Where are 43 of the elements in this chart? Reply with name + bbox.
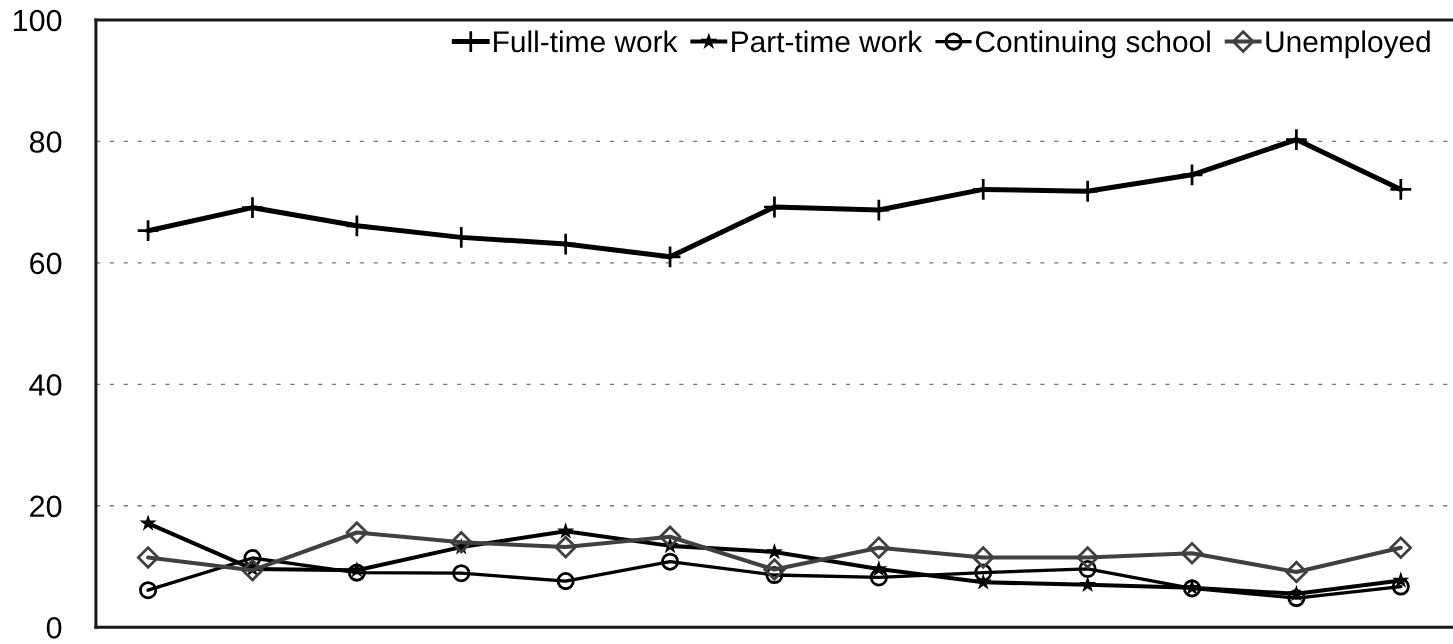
point: [1079, 575, 1097, 593]
point: [659, 246, 681, 268]
y-tick-label: 60: [30, 252, 62, 275]
point: [556, 572, 575, 591]
y-tick-label: 0: [46, 616, 62, 639]
point: [1287, 589, 1306, 608]
point: [139, 514, 157, 531]
point: [1391, 577, 1410, 596]
point: [763, 558, 786, 581]
point: [972, 546, 995, 569]
point: [661, 552, 680, 571]
point: [658, 525, 682, 548]
y-tick-label: 100: [13, 9, 62, 32]
point: [139, 581, 158, 600]
point: [347, 563, 366, 582]
point: [765, 542, 784, 560]
point: [346, 215, 368, 237]
point: [1390, 178, 1412, 200]
legend-label: Full-time work: [494, 30, 678, 53]
point: [452, 564, 471, 583]
point: [241, 558, 264, 582]
point: [1285, 129, 1307, 151]
point: [1076, 546, 1099, 569]
point: [1285, 560, 1308, 584]
legend-label: Continuing school: [975, 30, 1210, 59]
point: [867, 536, 891, 559]
point: [137, 220, 159, 242]
y-tick-label: 80: [29, 131, 62, 153]
point: [1389, 536, 1413, 559]
point: [555, 233, 577, 255]
legend-label: Unemployed: [1266, 30, 1430, 59]
point: [242, 197, 263, 219]
point: [345, 521, 369, 544]
point: [1180, 541, 1204, 565]
point: [136, 546, 160, 569]
point: [869, 568, 888, 587]
point: [557, 522, 575, 539]
y-tick-label: 40: [29, 374, 62, 396]
point: [554, 535, 577, 559]
point: [450, 531, 473, 554]
legend-label: Part-time work: [732, 30, 923, 53]
y-tick-label: 20: [30, 495, 62, 518]
point: [1181, 164, 1203, 186]
